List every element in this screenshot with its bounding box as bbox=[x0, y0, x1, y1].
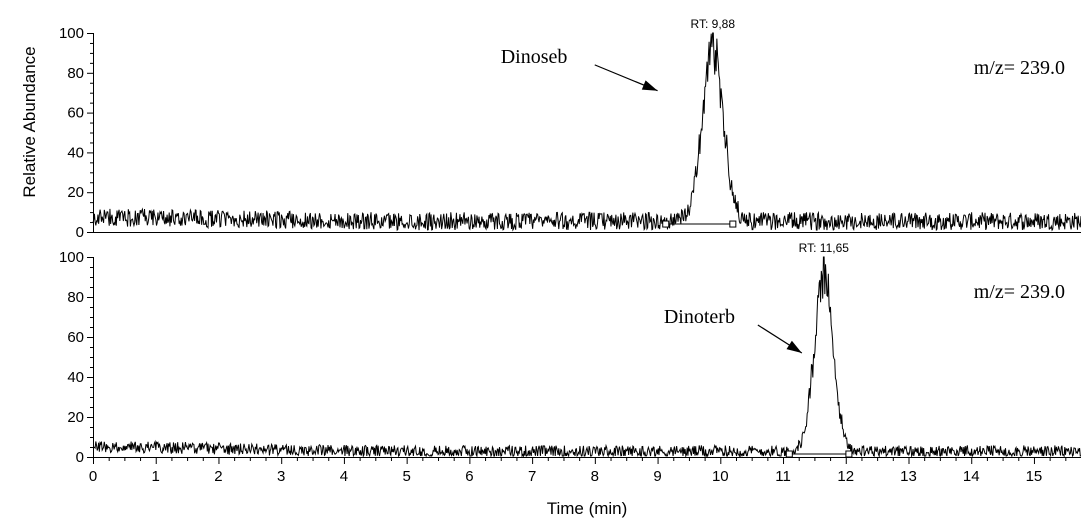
integration-end-marker bbox=[845, 450, 853, 458]
x-tick-label: 6 bbox=[465, 468, 473, 485]
x-tick-label: 13 bbox=[900, 468, 917, 485]
y-tick-label: 20 bbox=[67, 184, 84, 201]
trace-line bbox=[92, 256, 1081, 458]
integration-end-marker bbox=[729, 220, 737, 228]
rt-label: RT: 9,88 bbox=[691, 17, 736, 31]
compound-label: Dinoseb bbox=[501, 46, 568, 68]
mz-label: m/z= 239.0 bbox=[974, 57, 1065, 79]
y-tick-label: 100 bbox=[59, 25, 84, 42]
x-tick-label: 10 bbox=[712, 468, 729, 485]
compound-label: Dinoterb bbox=[664, 306, 735, 328]
x-tick-label: 0 bbox=[89, 468, 97, 485]
y-tick-label: 40 bbox=[67, 144, 84, 161]
x-tick-label: 9 bbox=[653, 468, 661, 485]
rt-label: RT: 11,65 bbox=[799, 241, 850, 255]
x-tick-label: 5 bbox=[402, 468, 410, 485]
y-tick-label: 80 bbox=[67, 289, 84, 306]
x-tick-label: 2 bbox=[214, 468, 222, 485]
x-tick-label: 7 bbox=[528, 468, 536, 485]
annotation-arrowhead bbox=[641, 80, 658, 91]
integration-start-marker bbox=[662, 220, 670, 228]
y-tick-label: 80 bbox=[67, 65, 84, 82]
y-tick-label: 100 bbox=[59, 249, 84, 266]
trace-line bbox=[92, 32, 1081, 232]
y-tick-label: 60 bbox=[67, 105, 84, 122]
x-tick-label: 4 bbox=[340, 468, 348, 485]
y-tick-label: 60 bbox=[67, 329, 84, 346]
x-axis-label: Time (min) bbox=[547, 499, 628, 518]
x-tick-label: 15 bbox=[1026, 468, 1043, 485]
panel-dinoseb: 0 20 40 60 80 100 RT: 9,88 m/z= 239.0 Dinoseb bbox=[59, 17, 1081, 241]
y-tick-label: 0 bbox=[76, 449, 84, 466]
x-tick-label: 1 bbox=[152, 468, 160, 485]
integration-start-marker bbox=[785, 450, 793, 458]
y-tick-label: 20 bbox=[67, 409, 84, 426]
y-tick-label: 40 bbox=[67, 369, 84, 386]
y-tick-label: 0 bbox=[76, 224, 84, 241]
x-tick-label: 8 bbox=[591, 468, 599, 485]
x-tick-label: 12 bbox=[837, 468, 854, 485]
y-axis-label: Relative Abundance bbox=[20, 46, 39, 197]
x-tick-label: 3 bbox=[277, 468, 285, 485]
annotation-arrowhead bbox=[786, 340, 802, 353]
x-tick-label: 14 bbox=[963, 468, 980, 485]
mz-label: m/z= 239.0 bbox=[974, 281, 1065, 303]
x-tick-label: 11 bbox=[775, 468, 791, 485]
